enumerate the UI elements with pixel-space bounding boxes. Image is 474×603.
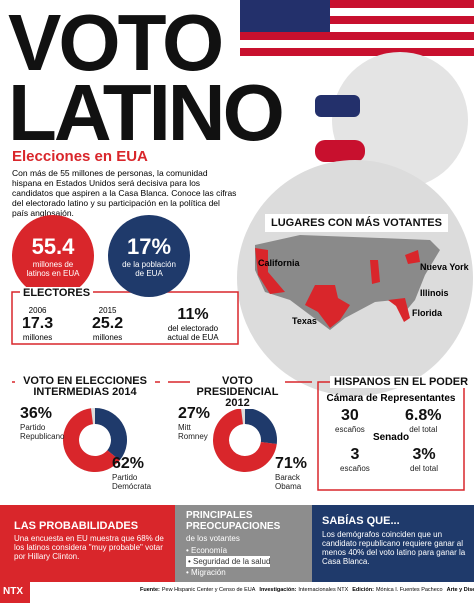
logo: NTX [3, 586, 23, 597]
highlight-caption: de la población de EUA [122, 260, 176, 278]
elephant [315, 140, 365, 162]
stat: 6.8% del total [405, 407, 441, 434]
highlight: 55.4 millones de latinos en EUA [12, 215, 94, 297]
state [388, 298, 410, 322]
value: 17.3 [22, 315, 54, 332]
panel-subtitle: de los votantes [186, 534, 240, 543]
concern: • Migración [186, 568, 226, 577]
concern: • Seguridad de la salud [186, 556, 271, 567]
value: 3 [350, 446, 360, 463]
panel [312, 505, 474, 582]
donkey [315, 95, 360, 117]
title: LATINO [8, 68, 285, 157]
elector-item: 2006 17.3 millones [22, 306, 53, 342]
panel [175, 505, 312, 582]
section-title: VOTO EN ELECCIONES INTERMEDIAS 2014 [15, 376, 155, 398]
credit-label: Edición: [352, 587, 374, 593]
credit-text: Internacionales NTX [298, 587, 349, 593]
logo-box [0, 582, 30, 603]
intro: Con más de 55 millones de personas, la c… [12, 168, 237, 218]
subtitle: Elecciones en EUA [12, 148, 148, 165]
unit: escaños [340, 464, 370, 473]
legend: 62% Partido Demócrata [112, 455, 162, 491]
highlight-value: 55.4 [31, 234, 75, 259]
value: 25.2 [92, 315, 124, 332]
donut-slice [95, 408, 127, 461]
state [405, 250, 420, 264]
credit-text: Mónica I. Fuentes Pacheco [375, 587, 443, 593]
slice-name: Barack Obama [275, 473, 302, 491]
us-map [255, 235, 440, 330]
slice-name: Mitt Romney [178, 423, 208, 441]
panel-title: LAS PROBABILIDADES [14, 520, 139, 532]
map-title: LUGARES CON MÁS VOTANTES [265, 214, 448, 232]
donut-slice [62, 408, 120, 473]
stat: 3% del total [410, 446, 438, 473]
panel-title: PRINCIPALES PREOCUPACIONES [186, 510, 281, 532]
state [370, 260, 380, 284]
concern-list: • Economía • Seguridad de la salud • Migra… [186, 545, 271, 578]
elector-item: 11% del electorado actual de EUA [158, 306, 228, 342]
year: 2015 [98, 306, 117, 315]
credit-label: Fuente: [140, 587, 160, 593]
unit: del total [410, 464, 439, 473]
state-label: Illinois [420, 288, 449, 298]
slice-name: Partido Demócrata [112, 473, 152, 491]
panel [0, 505, 175, 582]
unit: millones [92, 333, 123, 342]
state [255, 248, 285, 294]
electores-box [11, 291, 239, 345]
elector-item: 2015 25.2 millones [92, 306, 123, 342]
panel-text: Los demógrafos coinciden que un candidat… [322, 530, 466, 566]
section-title: VOTO PRESIDENCIAL 2012 [190, 376, 285, 409]
highlight: 17% de la población de EUA [108, 215, 190, 297]
flag [240, 0, 474, 60]
value: 6.8% [405, 407, 442, 424]
year: 2006 [28, 306, 47, 315]
stat: 3 escaños [340, 446, 370, 473]
state-label: California [258, 258, 300, 268]
highlight-value: 17% [126, 234, 172, 259]
state-label: Texas [292, 316, 317, 326]
slice-label: 36% [20, 405, 53, 422]
value: 30 [341, 407, 359, 424]
state [305, 285, 350, 328]
highlight-caption: millones de latinos en EUA [26, 260, 80, 278]
unit: millones [22, 333, 53, 342]
globe [332, 52, 468, 188]
title: VOTO [8, 0, 224, 87]
legend: 71% Barack Obama [275, 455, 315, 491]
credit-label: Investigación: [259, 587, 297, 593]
legend: 27% Mitt Romney [178, 405, 218, 441]
value: 11% [177, 306, 209, 323]
slice-label: 27% [178, 405, 211, 422]
concern: • Economía [186, 546, 228, 555]
slice-label: 71% [275, 455, 308, 472]
panel-title: SABÍAS QUE... [322, 515, 400, 527]
stat: 30 escaños [335, 407, 365, 434]
legend: 36% Partido Republicano [20, 405, 70, 441]
donut-slice [213, 408, 277, 472]
subsection: Cámara de Representantes [326, 393, 456, 404]
donut-slice [245, 408, 277, 445]
credit-text: Pew Hispanic Center y Censo de EUA [161, 587, 256, 593]
state-label: Florida [412, 308, 443, 318]
unit: escaños [335, 425, 365, 434]
slice-name: Partido Republicano [20, 423, 65, 441]
slice-label: 62% [112, 455, 145, 472]
unit: del total [409, 425, 438, 434]
caption: del electorado actual de EUA [167, 324, 219, 342]
value: 3% [412, 446, 436, 463]
panel-text: Una encuesta en EU muestra que 68% de lo… [14, 534, 164, 561]
subsection: Senado [372, 432, 410, 443]
section-title: HISPANOS EN EL PODER [330, 376, 473, 388]
credits: Fuente: Pew Hispanic Center y Censo de EU… [140, 587, 474, 593]
section-title: ELECTORES [20, 287, 94, 299]
state-label: Nueva York [420, 262, 469, 272]
credit-label: Arte y Diseño: [446, 587, 474, 593]
